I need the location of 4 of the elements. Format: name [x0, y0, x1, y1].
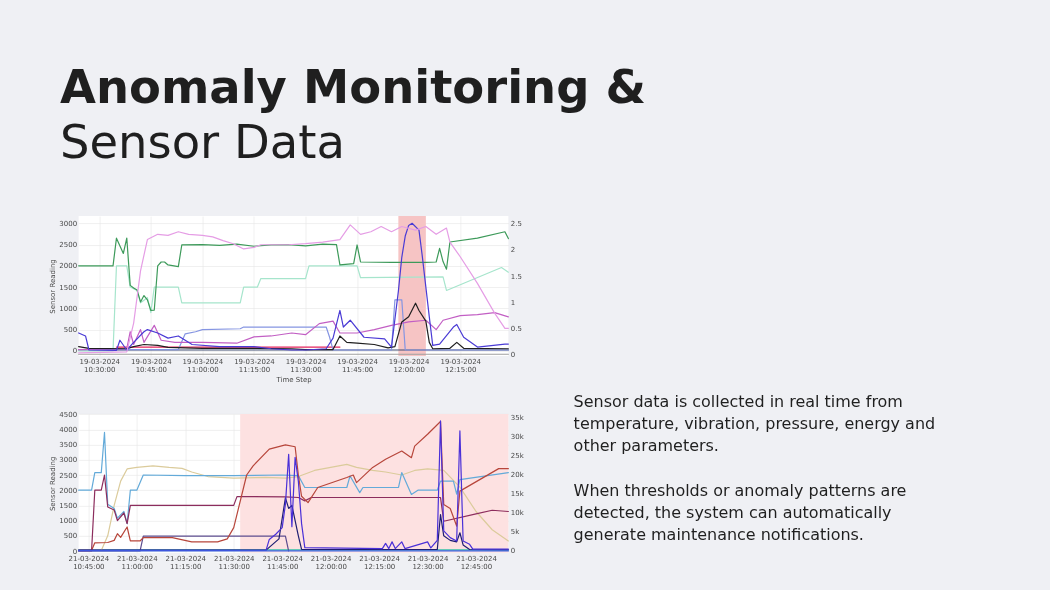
text: Sensor data is collected in real time from temperature, vibration, pressure, energy and other parameters.	[573, 391, 936, 456]
text: Sensor Data	[59, 115, 345, 170]
text: When thresholds or anomaly patterns are detected, the system can automatically generate maintenance notifications.	[573, 480, 907, 545]
text: Anomaly Monitoring &	[59, 60, 647, 115]
